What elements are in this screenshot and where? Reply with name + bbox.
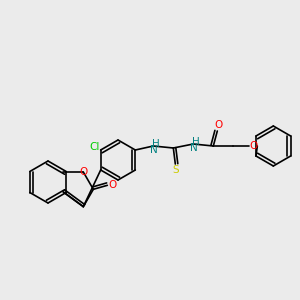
Text: O: O <box>108 180 116 190</box>
Text: N: N <box>190 143 198 153</box>
Text: S: S <box>172 165 178 175</box>
Text: N: N <box>150 145 158 155</box>
Text: O: O <box>214 120 222 130</box>
Text: H: H <box>152 139 160 149</box>
Text: O: O <box>249 141 257 151</box>
Text: Cl: Cl <box>89 142 100 152</box>
Text: O: O <box>79 167 87 177</box>
Text: H: H <box>192 137 200 147</box>
